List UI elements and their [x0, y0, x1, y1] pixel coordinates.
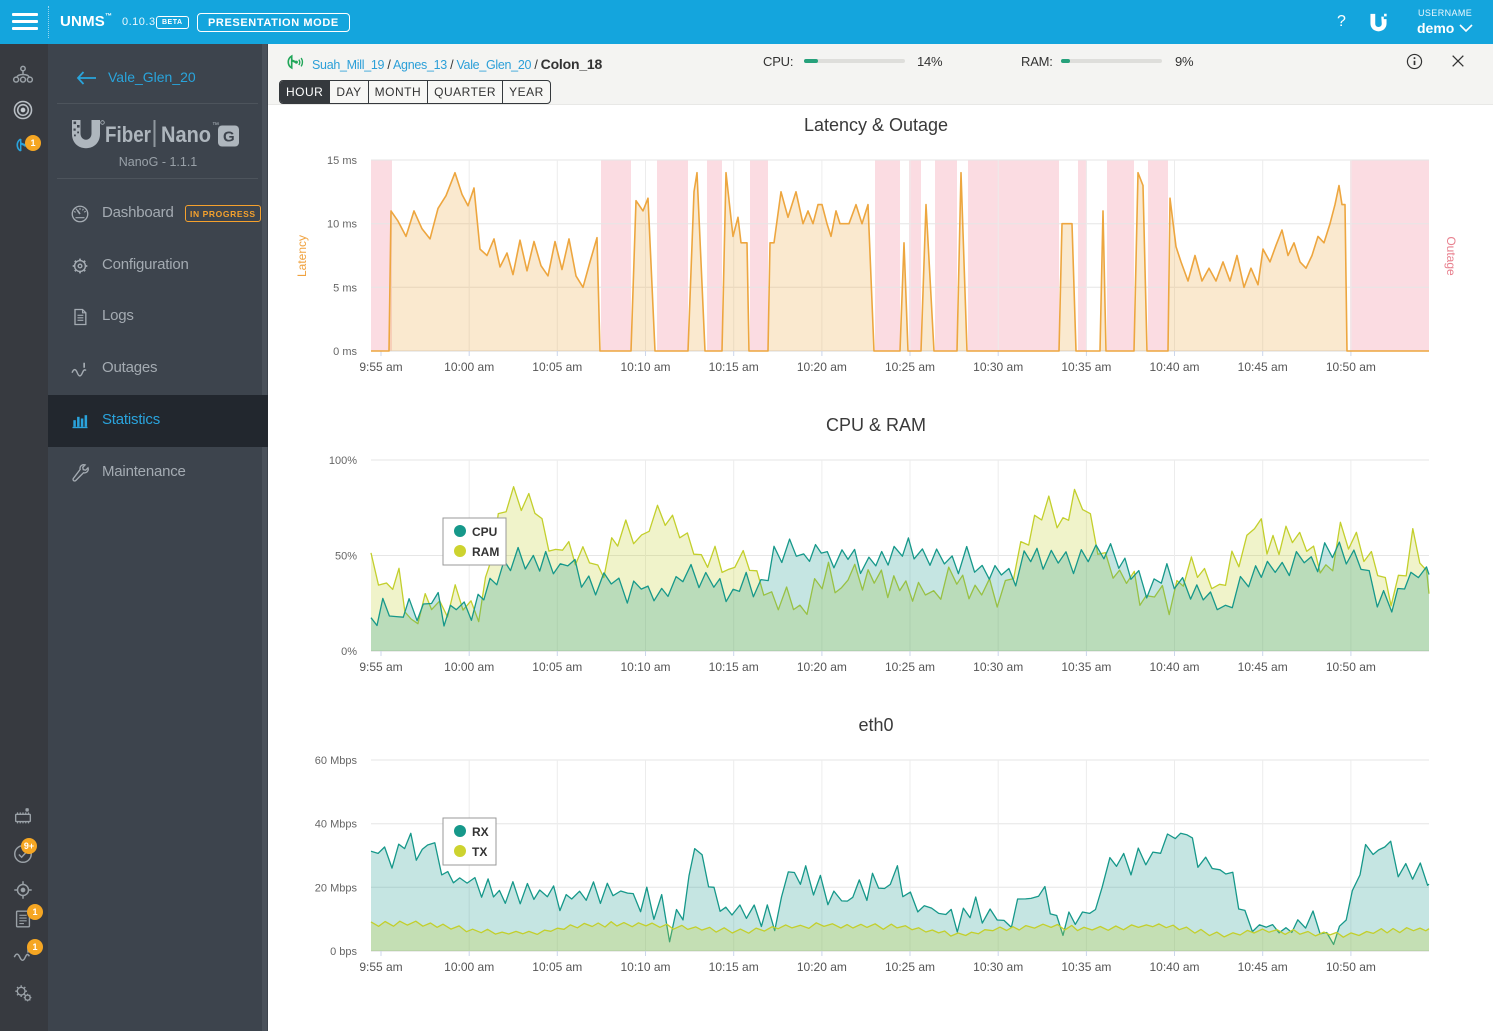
- svg-text:5 ms: 5 ms: [333, 282, 357, 294]
- svg-text:10:30 am: 10:30 am: [973, 360, 1023, 374]
- svg-text:10:15 am: 10:15 am: [709, 360, 759, 374]
- svg-text:10:40 am: 10:40 am: [1149, 960, 1199, 974]
- svg-text:10:35 am: 10:35 am: [1061, 360, 1111, 374]
- svg-text:10:05 am: 10:05 am: [532, 960, 582, 974]
- svg-text:™: ™: [212, 122, 219, 129]
- svg-text:50%: 50%: [335, 551, 357, 563]
- svg-text:10:40 am: 10:40 am: [1149, 360, 1199, 374]
- svg-text:Fiber: Fiber: [105, 122, 151, 147]
- svg-text:RAM: RAM: [472, 545, 499, 559]
- svg-text:10:25 am: 10:25 am: [885, 360, 935, 374]
- svg-text:10:45 am: 10:45 am: [1238, 960, 1288, 974]
- svg-text:CPU: CPU: [472, 525, 497, 539]
- svg-text:10:20 am: 10:20 am: [797, 360, 847, 374]
- svg-text:10:10 am: 10:10 am: [620, 960, 670, 974]
- svg-text:9:55 am: 9:55 am: [359, 660, 402, 674]
- svg-text:10:05 am: 10:05 am: [532, 660, 582, 674]
- svg-text:100%: 100%: [329, 455, 357, 467]
- svg-text:10:35 am: 10:35 am: [1061, 660, 1111, 674]
- svg-text:15 ms: 15 ms: [327, 155, 357, 167]
- svg-text:Latency & Outage: Latency & Outage: [804, 115, 948, 135]
- svg-text:9:55 am: 9:55 am: [359, 960, 402, 974]
- svg-text:TX: TX: [472, 845, 487, 859]
- svg-text:RX: RX: [472, 825, 489, 839]
- svg-text:60 Mbps: 60 Mbps: [315, 755, 358, 767]
- svg-text:10:00 am: 10:00 am: [444, 960, 494, 974]
- svg-text:10:50 am: 10:50 am: [1326, 960, 1376, 974]
- svg-text:Latency: Latency: [295, 235, 309, 277]
- svg-text:10:15 am: 10:15 am: [709, 660, 759, 674]
- svg-text:10:45 am: 10:45 am: [1238, 660, 1288, 674]
- svg-text:10:35 am: 10:35 am: [1061, 960, 1111, 974]
- svg-text:10:10 am: 10:10 am: [620, 660, 670, 674]
- svg-text:10:30 am: 10:30 am: [973, 960, 1023, 974]
- svg-text:10:30 am: 10:30 am: [973, 660, 1023, 674]
- svg-text:eth0: eth0: [858, 715, 893, 735]
- svg-text:10 ms: 10 ms: [327, 219, 357, 231]
- svg-text:10:25 am: 10:25 am: [885, 960, 935, 974]
- svg-text:Outage: Outage: [1444, 236, 1458, 276]
- svg-text:40 Mbps: 40 Mbps: [315, 819, 358, 831]
- svg-text:0 bps: 0 bps: [330, 946, 357, 958]
- svg-text:10:15 am: 10:15 am: [709, 960, 759, 974]
- svg-text:10:00 am: 10:00 am: [444, 660, 494, 674]
- svg-text:0%: 0%: [341, 646, 357, 658]
- svg-text:CPU & RAM: CPU & RAM: [826, 415, 926, 435]
- svg-text:10:20 am: 10:20 am: [797, 660, 847, 674]
- svg-text:10:20 am: 10:20 am: [797, 960, 847, 974]
- svg-text:10:05 am: 10:05 am: [532, 360, 582, 374]
- svg-text:9:55 am: 9:55 am: [359, 360, 402, 374]
- svg-text:10:45 am: 10:45 am: [1238, 360, 1288, 374]
- svg-text:Nano: Nano: [161, 122, 211, 147]
- svg-text:G: G: [223, 129, 235, 146]
- svg-text:20 Mbps: 20 Mbps: [315, 882, 358, 894]
- svg-text:10:50 am: 10:50 am: [1326, 360, 1376, 374]
- svg-text:10:50 am: 10:50 am: [1326, 660, 1376, 674]
- svg-text:10:10 am: 10:10 am: [620, 360, 670, 374]
- svg-text:10:25 am: 10:25 am: [885, 660, 935, 674]
- svg-text:10:00 am: 10:00 am: [444, 360, 494, 374]
- svg-text:10:40 am: 10:40 am: [1149, 660, 1199, 674]
- svg-text:0 ms: 0 ms: [333, 346, 357, 358]
